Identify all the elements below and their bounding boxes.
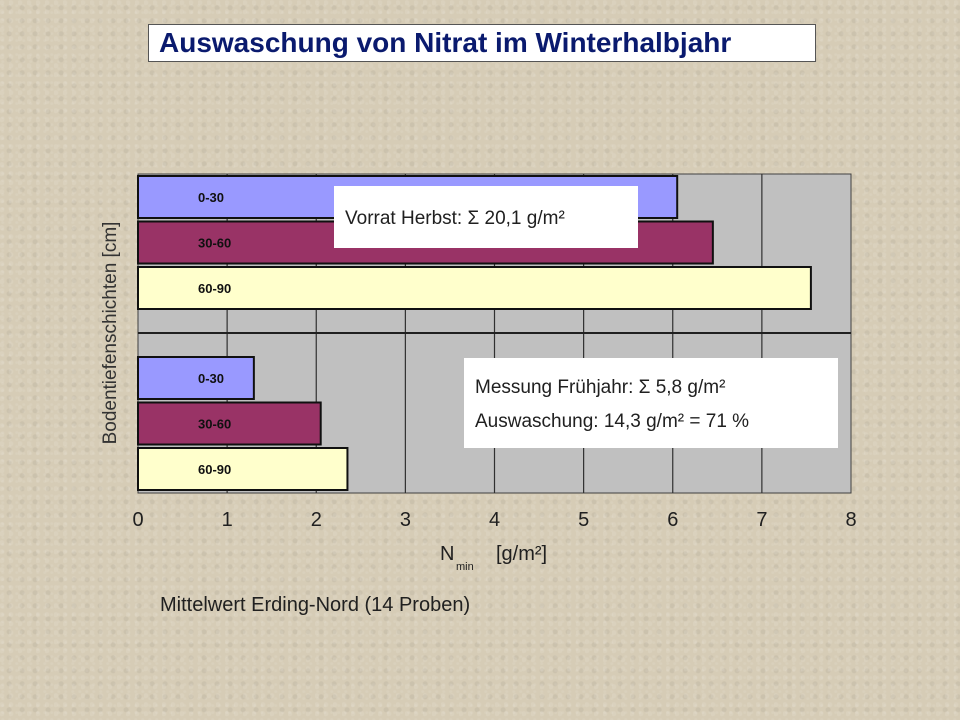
x-tick-label: 7 xyxy=(756,509,767,531)
bar-label: 30-60 xyxy=(198,417,231,432)
x-tick-label: 3 xyxy=(400,509,411,531)
bar-autumn-60-90 xyxy=(137,266,812,310)
x-tick-label: 2 xyxy=(311,509,322,531)
annotation-box xyxy=(334,186,638,248)
x-axis-label-unit: [g/m²] xyxy=(496,543,547,565)
x-tick-label: 6 xyxy=(667,509,678,531)
bar-label: 0-30 xyxy=(198,371,224,386)
x-tick-label: 8 xyxy=(845,509,856,531)
y-axis-label: Bodentiefenschichten [cm] xyxy=(100,222,121,445)
bar-label: 60-90 xyxy=(198,462,231,477)
bar-spring-0-30 xyxy=(137,356,255,400)
bar-label: 60-90 xyxy=(198,281,231,296)
bar-label: 0-30 xyxy=(198,190,224,205)
x-tick-label: 4 xyxy=(489,509,500,531)
x-axis-label: N min [g/m²] xyxy=(440,543,547,573)
annotations: Vorrat Herbst: Σ 20,1 g/m² Messung Frühja… xyxy=(334,186,838,448)
annotation-box xyxy=(464,358,838,448)
chart-title: Auswaschung von Nitrat im Winterhalbjahr xyxy=(148,24,816,62)
x-tick-label: 5 xyxy=(578,509,589,531)
bar-spring-60-90 xyxy=(137,447,349,491)
bar-label: 30-60 xyxy=(198,236,231,251)
annotation-text: Vorrat Herbst: Σ 20,1 g/m² xyxy=(345,208,565,229)
x-tick-labels: 0 1 2 3 4 5 6 7 8 xyxy=(132,509,856,531)
bars: 0-30 30-60 60-90 0-30 30-60 60-90 xyxy=(137,175,812,491)
footnote: Mittelwert Erding-Nord (14 Proben) xyxy=(160,594,471,616)
x-axis-label-main: N xyxy=(440,543,454,565)
annotation-text: Messung Frühjahr: Σ 5,8 g/m² xyxy=(475,377,725,398)
bar-spring-30-60 xyxy=(137,401,322,446)
x-axis-label-sub: min xyxy=(456,561,474,573)
x-tick-label: 1 xyxy=(222,509,233,531)
annotation-text: Auswaschung: 14,3 g/m² = 71 % xyxy=(475,411,749,432)
x-tick-label: 0 xyxy=(132,509,143,531)
